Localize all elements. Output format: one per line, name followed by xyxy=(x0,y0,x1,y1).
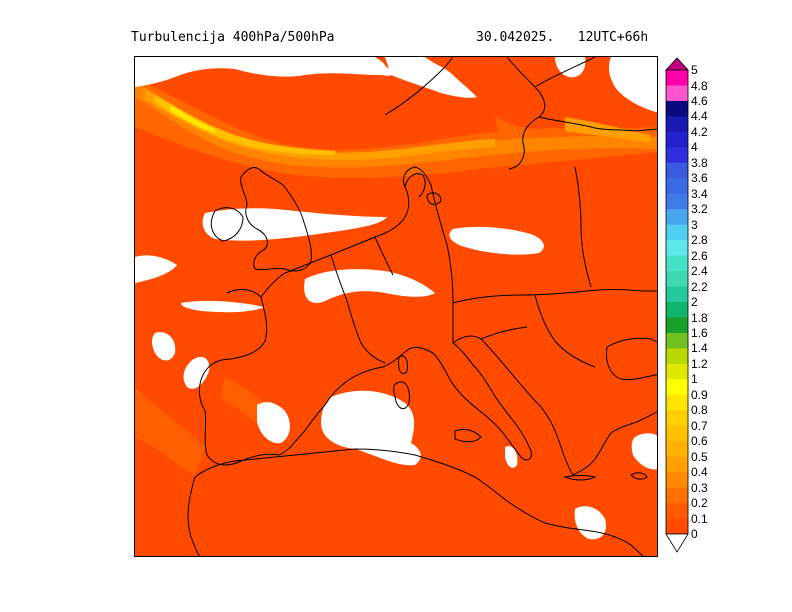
legend-color-swatch xyxy=(666,518,688,535)
legend-label: 4.4 xyxy=(691,109,708,124)
legend-label: 4.8 xyxy=(691,78,708,93)
legend-color-swatch xyxy=(666,100,688,117)
legend-color-swatch xyxy=(666,379,688,396)
legend-label: 0.1 xyxy=(691,511,708,526)
legend-label: 2.8 xyxy=(691,233,708,248)
legend-label: 0.6 xyxy=(691,434,708,449)
map-canvas xyxy=(135,57,657,556)
legend-color-swatch xyxy=(666,472,688,488)
legend-color-swatch xyxy=(666,332,688,349)
jet-stream-turbulence xyxy=(135,82,657,168)
legend-color-swatch xyxy=(666,255,688,272)
legend-color-swatch xyxy=(666,487,688,504)
legend-color-swatch xyxy=(666,441,688,457)
legend-label: 4.6 xyxy=(691,93,708,108)
legend-label: 0.4 xyxy=(691,465,708,480)
legend-label: 2.2 xyxy=(691,279,708,294)
legend-color-swatch xyxy=(666,302,688,318)
legend-label: 1 xyxy=(691,372,698,387)
legend-label: 3.6 xyxy=(691,171,708,186)
legend-label: 0.5 xyxy=(691,449,708,464)
legend-label: 1.8 xyxy=(691,310,708,325)
legend-color-swatch xyxy=(666,394,688,411)
legend-label: 3 xyxy=(691,217,698,232)
legend-color-swatch xyxy=(666,425,688,442)
legend-label: 2 xyxy=(691,295,698,309)
legend-label: 3.4 xyxy=(691,186,708,201)
coastlines xyxy=(187,57,657,556)
legend-color-swatch xyxy=(666,410,688,427)
color-scale-bar xyxy=(665,57,689,553)
legend-label: 0.8 xyxy=(691,403,708,418)
legend-label: 0 xyxy=(691,527,698,541)
legend-label: 3.2 xyxy=(691,202,708,217)
legend-color-swatch xyxy=(666,193,688,210)
legend-color-swatch xyxy=(666,147,688,164)
legend-color-swatch xyxy=(666,116,688,133)
legend-label: 2.4 xyxy=(691,264,708,279)
legend-color-swatch xyxy=(666,131,688,148)
legend-underflow-triangle xyxy=(665,533,689,553)
legend-color-swatch xyxy=(666,178,688,195)
legend-color-swatch xyxy=(666,456,688,473)
legend-color-swatch xyxy=(666,348,688,365)
legend-color-swatch xyxy=(666,209,688,225)
legend-overflow-triangle xyxy=(665,57,689,71)
legend-color-swatch xyxy=(666,162,688,179)
legend-color-swatch xyxy=(666,70,688,86)
legend-color-swatch xyxy=(666,503,688,519)
legend-color-swatch xyxy=(666,224,688,241)
legend-label: 0.2 xyxy=(691,496,708,511)
legend-label: 5 xyxy=(691,63,698,77)
legend-label: 1.6 xyxy=(691,325,708,340)
legend-label: 1.4 xyxy=(691,341,708,356)
legend-label: 0.3 xyxy=(691,480,708,495)
legend-color-swatch xyxy=(666,317,688,334)
turbulence-map xyxy=(134,56,658,557)
legend-label: 3.8 xyxy=(691,155,708,170)
legend-color-swatch xyxy=(666,363,688,380)
legend-label: 1.2 xyxy=(691,356,708,371)
legend-color-swatch xyxy=(666,271,688,287)
legend-label: 4 xyxy=(691,140,698,155)
legend-label: 0.9 xyxy=(691,387,708,402)
forecast-valid-time: 30.042025. 12UTC+66h xyxy=(476,30,649,45)
legend-label: 0.7 xyxy=(691,418,708,433)
legend-color-swatch xyxy=(666,286,688,303)
legend-label: 2.6 xyxy=(691,248,708,263)
legend-color-swatch xyxy=(666,85,688,102)
legend-label: 4.2 xyxy=(691,124,708,139)
no-turbulence-areas xyxy=(135,57,657,540)
map-title: Turbulencija 400hPa/500hPa xyxy=(131,30,335,45)
legend-color-swatch xyxy=(666,240,688,256)
